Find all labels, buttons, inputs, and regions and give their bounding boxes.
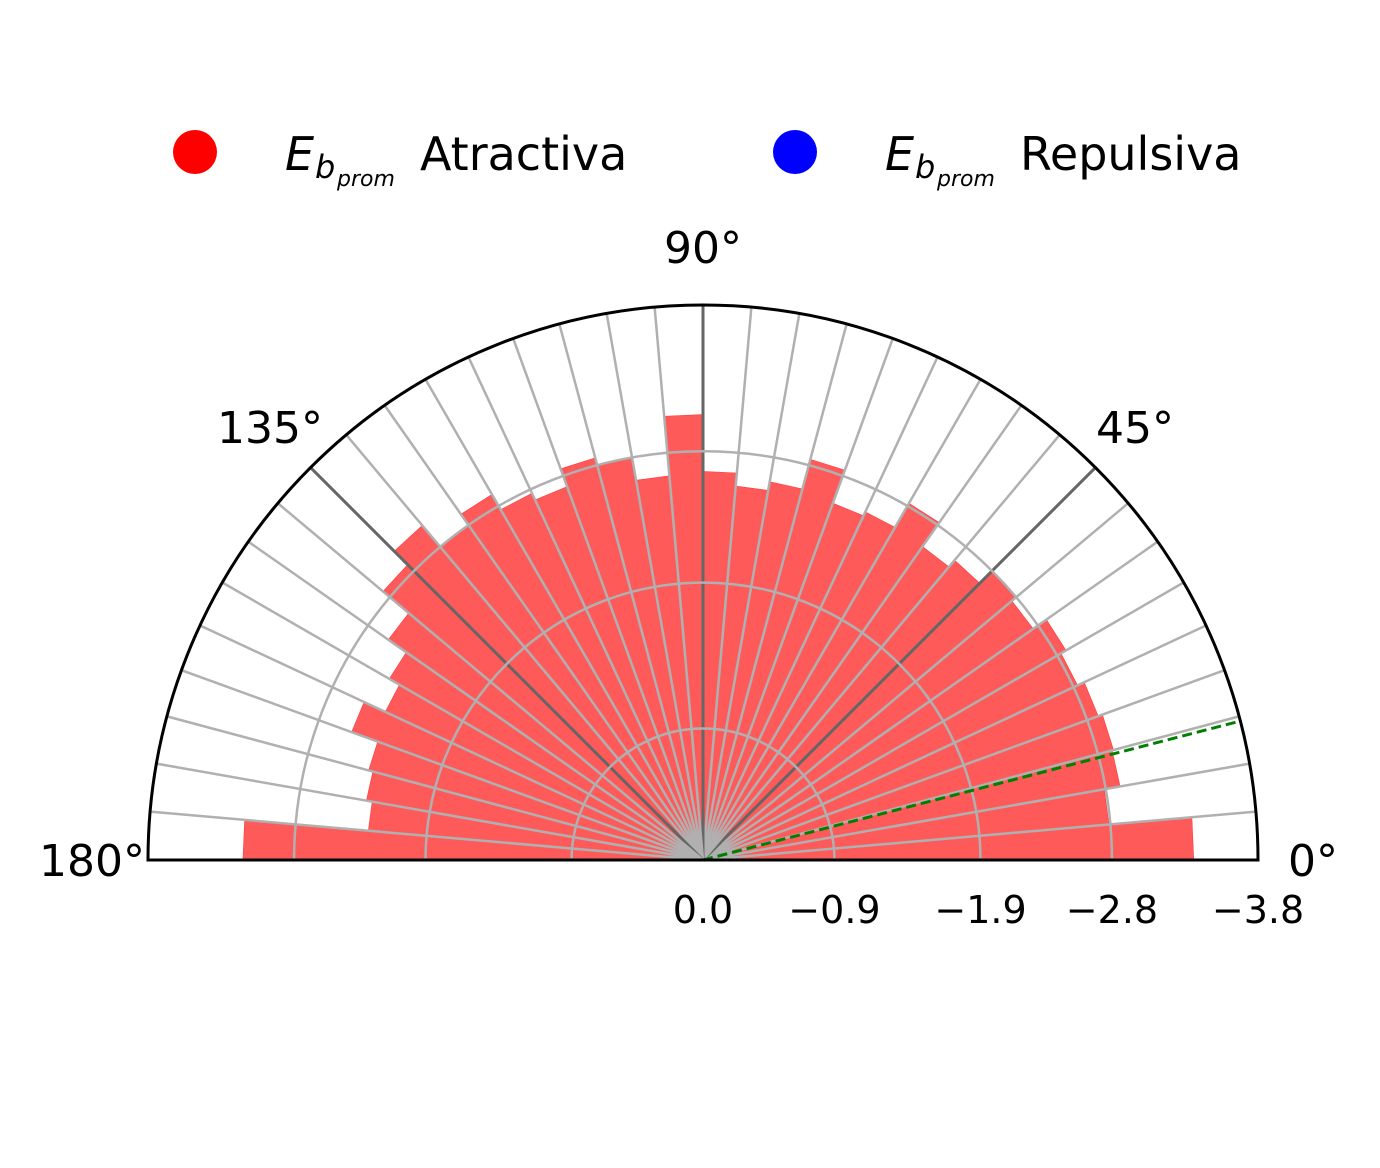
angle-tick-label-180: 180°: [39, 836, 145, 887]
legend-marker-atractiva: [173, 130, 217, 174]
legend-marker-repulsiva: [773, 130, 817, 174]
radial-tick-label-2: −1.9: [934, 888, 1026, 932]
radial-tick-label-3: −2.8: [1066, 888, 1158, 932]
angle-tick-label-0: 0°: [1288, 836, 1338, 887]
angle-tick-label-135: 135°: [217, 403, 323, 454]
legend-sub-atractiva: b: [315, 148, 335, 186]
legend-label-atractiva: Atractiva: [420, 127, 627, 181]
radial-gridline-1: [570, 727, 836, 861]
radial-tick-label-4: −3.8: [1212, 888, 1304, 932]
radial-tick-label-1: −0.9: [788, 888, 880, 932]
frame-layer: [146, 303, 1260, 862]
legend-subsub-atractiva: prom: [336, 167, 395, 192]
labels-layer: 0° 45° 90° 135° 180° 0.0 −0.9 −1.9 −2.8 −3.8: [39, 223, 1338, 932]
legend-symbol-repulsiva: E: [885, 127, 914, 181]
angle-tick-label-90: 90°: [664, 223, 742, 274]
legend-sub-repulsiva: b: [915, 148, 935, 186]
angle-tick-label-45: 45°: [1096, 403, 1174, 454]
grid-layer: [150, 305, 1256, 862]
radial-tick-label-0: 0.0: [673, 888, 733, 932]
radial-gridline-3: [292, 449, 1114, 861]
legend-label-repulsiva: Repulsiva: [1020, 127, 1242, 181]
reference-line: [702, 719, 1241, 862]
legend-subsub-repulsiva: prom: [936, 167, 995, 192]
polar-frame: [146, 303, 1260, 862]
radial-gridline-2: [424, 581, 982, 861]
legend: E b prom Atractiva E b prom Repulsiva: [173, 127, 1242, 192]
legend-symbol-atractiva: E: [285, 127, 314, 181]
